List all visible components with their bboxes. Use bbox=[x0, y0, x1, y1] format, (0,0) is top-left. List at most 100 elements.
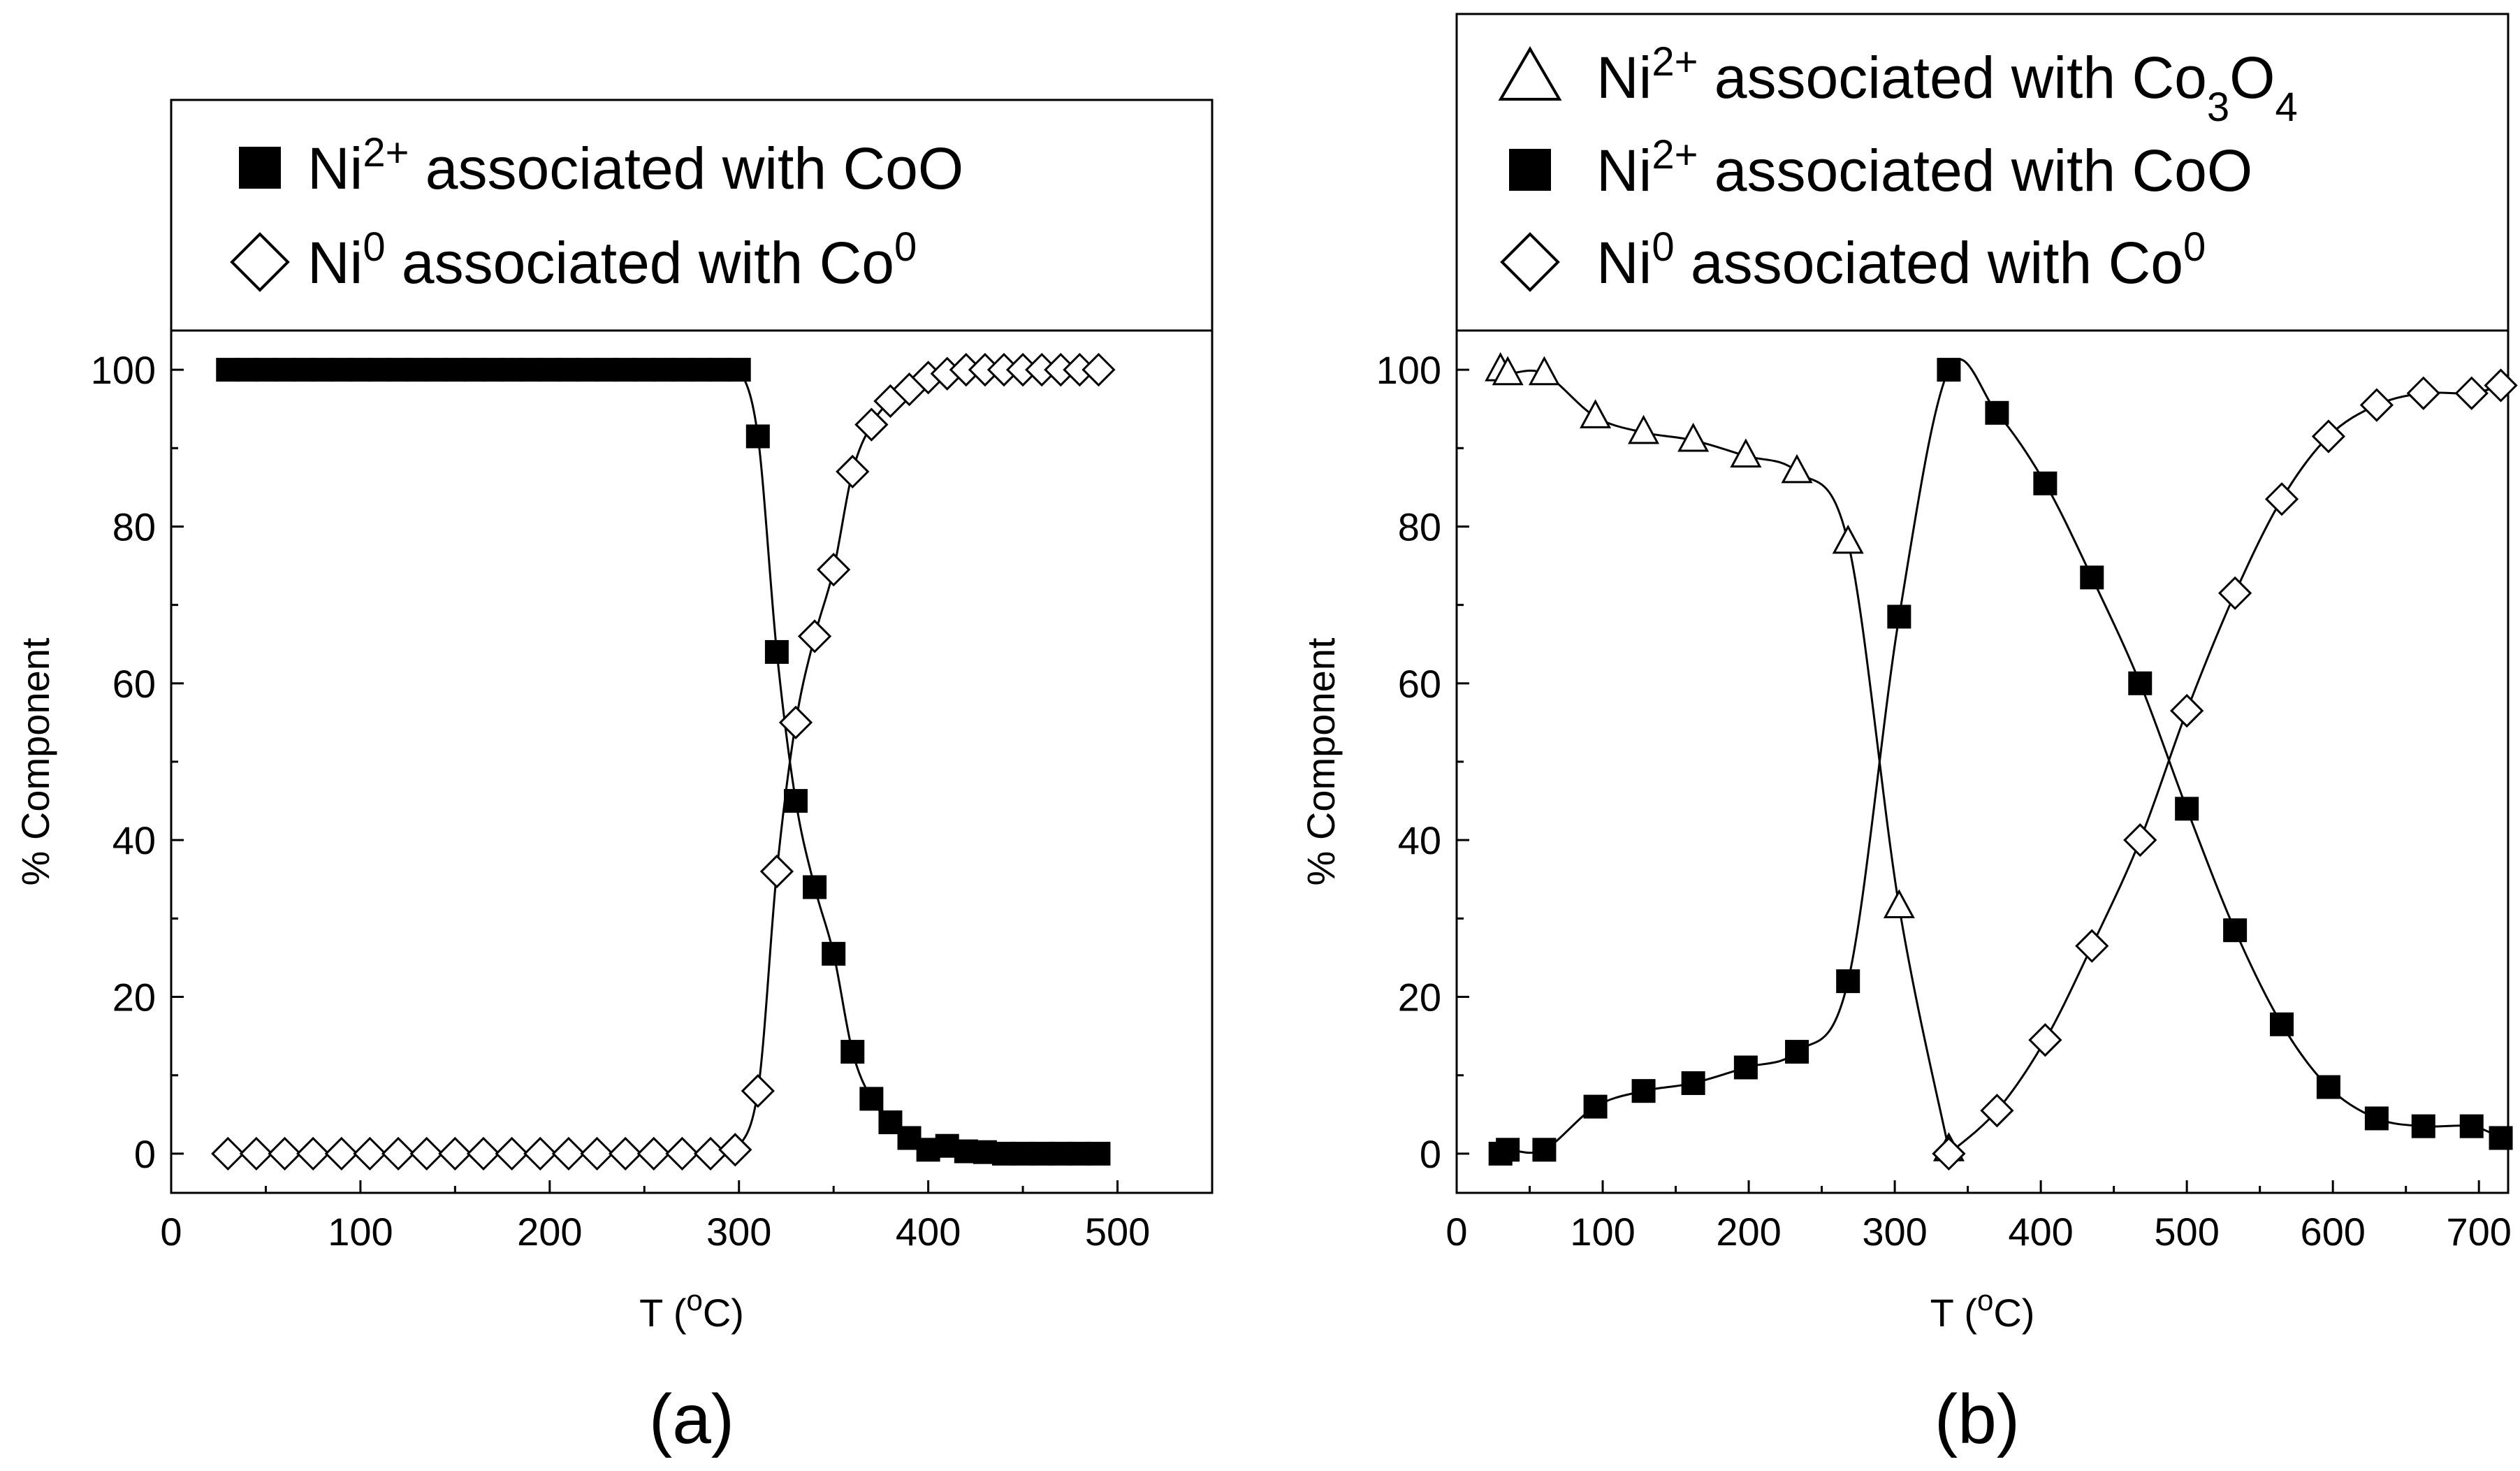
data-point-square bbox=[1985, 400, 2009, 425]
data-point-diamond bbox=[551, 1136, 586, 1171]
data-point-diamond bbox=[1980, 1094, 2014, 1128]
x-axis-label: T (oC) bbox=[1930, 1284, 2035, 1335]
data-point-diamond bbox=[2075, 929, 2109, 963]
panel-label: (a) bbox=[649, 1380, 734, 1458]
data-point-square bbox=[1583, 1094, 1608, 1119]
data-point-diamond bbox=[324, 1136, 358, 1171]
data-point-square bbox=[1887, 604, 1911, 629]
data-point-triangle bbox=[1628, 414, 1660, 444]
legend-box bbox=[170, 99, 1214, 332]
legend-entry: Ni2+ associated with CoO bbox=[1596, 132, 2252, 204]
data-point-diamond bbox=[296, 1136, 330, 1171]
plot-frame bbox=[1455, 329, 2510, 1194]
data-point-diamond bbox=[609, 1136, 643, 1171]
legend-marker-square-icon bbox=[1509, 149, 1551, 191]
series-line bbox=[228, 368, 1099, 1157]
data-point-diamond bbox=[381, 1136, 416, 1171]
data-point-diamond bbox=[466, 1136, 501, 1171]
legend-entry: Ni0 associated with Co0 bbox=[1596, 224, 2206, 296]
data-point-diamond bbox=[268, 1136, 302, 1171]
data-point-square bbox=[1937, 358, 1961, 382]
y-tick-label: 0 bbox=[134, 1132, 156, 1176]
data-point-triangle bbox=[1677, 422, 1710, 452]
plot-frame bbox=[170, 329, 1214, 1194]
data-point-square bbox=[2080, 565, 2104, 590]
data-point-diamond bbox=[580, 1136, 614, 1171]
data-point-diamond bbox=[2484, 368, 2518, 403]
data-point-square bbox=[764, 639, 789, 664]
data-point-square bbox=[2364, 1106, 2389, 1131]
data-point-diamond bbox=[2264, 482, 2299, 516]
legend-marker-diamond-icon bbox=[230, 232, 290, 292]
y-tick-label: 60 bbox=[112, 662, 156, 706]
data-point-diamond bbox=[817, 553, 851, 587]
data-point-diamond bbox=[211, 1136, 245, 1171]
data-point-square bbox=[2459, 1114, 2484, 1138]
data-point-diamond bbox=[2454, 376, 2489, 410]
x-tick-label: 200 bbox=[517, 1210, 582, 1254]
data-point-square bbox=[727, 358, 751, 382]
x-tick-label: 300 bbox=[706, 1210, 771, 1254]
data-point-diamond bbox=[741, 1074, 775, 1108]
legend-box bbox=[1455, 13, 2510, 332]
data-point-diamond bbox=[495, 1136, 529, 1171]
y-tick-label: 100 bbox=[91, 348, 156, 392]
data-point-triangle bbox=[1580, 399, 1612, 428]
x-tick-label: 400 bbox=[2008, 1210, 2073, 1254]
x-tick-label: 700 bbox=[2446, 1210, 2511, 1254]
data-point-square bbox=[2223, 918, 2248, 943]
y-tick-label: 40 bbox=[112, 818, 156, 862]
data-point-diamond bbox=[718, 1133, 752, 1167]
y-tick-label: 20 bbox=[1398, 976, 1441, 1020]
legend-marker-square-icon bbox=[239, 147, 281, 189]
data-point-diamond bbox=[2170, 693, 2204, 728]
x-tick-label: 600 bbox=[2300, 1210, 2365, 1254]
y-axis-label: % Component bbox=[1299, 637, 1343, 885]
panel-a: Ni2+ associated with CoO Ni0 associated w… bbox=[13, 99, 1214, 1458]
data-point-diamond bbox=[693, 1136, 728, 1171]
y-tick-label: 80 bbox=[112, 505, 156, 549]
legend-entry: Ni0 associated with Co0 bbox=[307, 224, 917, 296]
data-point-diamond bbox=[854, 407, 889, 442]
series-line bbox=[1499, 368, 1950, 1150]
data-point-diamond bbox=[1932, 1136, 1966, 1171]
x-tick-label: 500 bbox=[1085, 1210, 1150, 1254]
data-point-square bbox=[840, 1040, 865, 1064]
data-point-diamond bbox=[409, 1136, 444, 1171]
data-point-diamond bbox=[778, 705, 813, 740]
data-point-square bbox=[1681, 1071, 1705, 1095]
data-point-square bbox=[2175, 797, 2199, 821]
data-point-square bbox=[803, 875, 827, 899]
data-point-diamond bbox=[759, 854, 794, 889]
x-tick-label: 100 bbox=[1570, 1210, 1635, 1254]
data-point-square bbox=[1836, 969, 1860, 994]
data-point-diamond bbox=[2123, 823, 2157, 857]
y-tick-label: 60 bbox=[1398, 662, 1441, 706]
data-point-diamond bbox=[836, 454, 870, 489]
data-point-diamond bbox=[2028, 1023, 2062, 1057]
data-point-square bbox=[784, 789, 808, 813]
y-tick-label: 20 bbox=[112, 976, 156, 1020]
data-point-diamond bbox=[239, 1136, 274, 1171]
data-point-square bbox=[859, 1087, 884, 1111]
legend-entry: Ni2+ associated with Co3O4 bbox=[1596, 39, 2298, 130]
legend-entry: Ni2+ associated with CoO bbox=[307, 130, 963, 202]
data-point-square bbox=[1785, 1040, 1809, 1064]
data-point-diamond bbox=[523, 1136, 558, 1171]
series-line bbox=[228, 363, 1099, 1155]
y-tick-label: 40 bbox=[1398, 818, 1441, 862]
x-tick-label: 0 bbox=[160, 1210, 182, 1254]
x-tick-label: 500 bbox=[2154, 1210, 2219, 1254]
data-point-square bbox=[2270, 1012, 2294, 1036]
data-point-triangle bbox=[1528, 356, 1560, 386]
data-point-diamond bbox=[438, 1136, 472, 1171]
series-line bbox=[1499, 358, 2502, 1155]
data-point-triangle bbox=[1883, 889, 1915, 919]
data-point-square bbox=[1496, 1138, 1520, 1162]
x-tick-label: 0 bbox=[1445, 1210, 1467, 1254]
data-point-diamond bbox=[1081, 352, 1116, 387]
x-tick-label: 300 bbox=[1862, 1210, 1927, 1254]
data-point-square bbox=[1532, 1138, 1557, 1162]
